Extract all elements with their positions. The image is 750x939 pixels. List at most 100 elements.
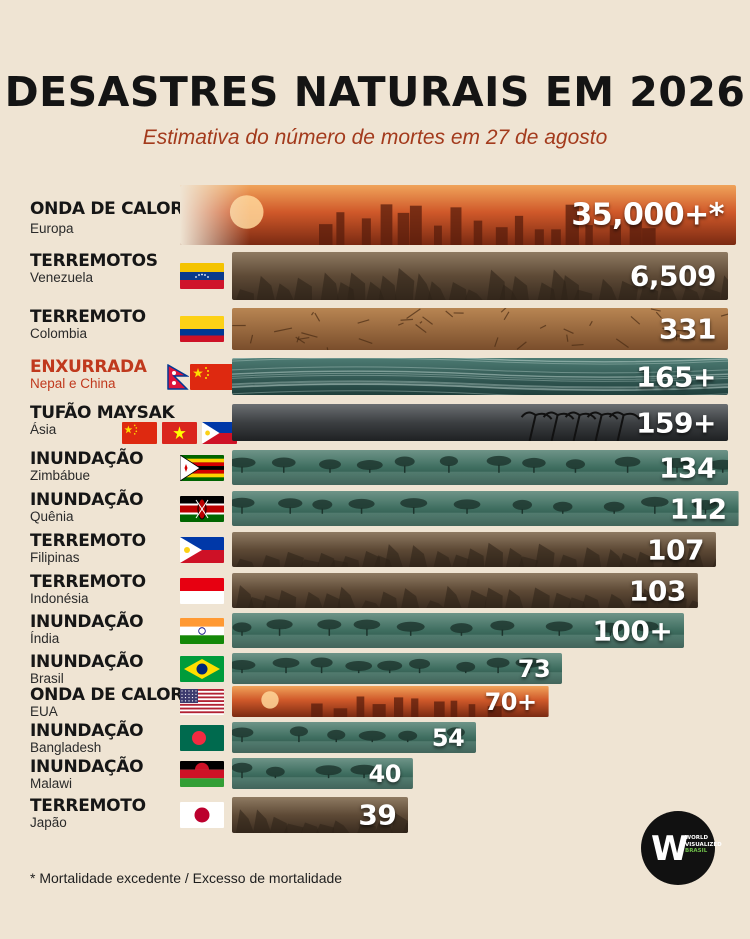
bar-value-label: 39: [358, 798, 397, 832]
disaster-type-label: INUNDAÇÃO: [30, 721, 144, 741]
disaster-type-label: INUNDAÇÃO: [30, 757, 144, 777]
bar-value-label: 134: [659, 451, 716, 484]
bar: 39: [232, 797, 409, 833]
bar-texture: [232, 686, 549, 717]
logo-line-1: WORLD: [685, 835, 709, 841]
location-label: Bangladesh: [30, 740, 102, 755]
bar: 54: [232, 722, 477, 753]
flag-kenya-icon: [180, 495, 224, 522]
flag-philippines-icon: [202, 422, 237, 444]
chart-row: ONDA DE CALOR Europa 35,000+*: [0, 185, 750, 245]
disaster-type-label: ONDA DE CALOR: [30, 685, 184, 705]
page-title: DESASTRES NATURAIS EM 2026: [4, 68, 746, 116]
chart-row: ONDA DE CALOR EUA 70+: [0, 685, 750, 719]
location-label: Índia: [30, 631, 60, 646]
disaster-type-label: INUNDAÇÃO: [30, 449, 144, 469]
location-label: Filipinas: [30, 550, 80, 565]
bar-texture: [232, 722, 477, 753]
chart-row: INUNDAÇÃO Índia 100+: [0, 612, 750, 648]
disaster-type-label: INUNDAÇÃO: [30, 652, 144, 672]
flag-china-icon: [190, 363, 234, 390]
location-label: Colombia: [30, 326, 88, 341]
bar-value-label: 40: [368, 759, 402, 788]
bar: 103: [232, 573, 698, 608]
flag-brazil-icon: [180, 655, 224, 682]
location-label: EUA: [30, 704, 58, 719]
location-label: Europa: [30, 221, 74, 236]
disaster-type-label: INUNDAÇÃO: [30, 490, 144, 510]
bar: 165+: [232, 358, 728, 395]
chart-row: INUNDAÇÃO Quênia 112: [0, 490, 750, 526]
disaster-type-label: ENXURRADA: [30, 357, 147, 377]
bar-texture: [232, 308, 728, 350]
bar: 134: [232, 450, 728, 485]
logo-line-3: BRASIL: [685, 848, 708, 854]
location-label: Zimbábue: [30, 468, 91, 483]
flag-malawi-icon: [180, 760, 224, 787]
bar: 107: [232, 532, 716, 567]
location-label: Malawi: [30, 776, 73, 791]
location-label: Indonésia: [30, 591, 89, 606]
disaster-type-label: TERREMOTO: [30, 572, 146, 592]
chart-row: INUNDAÇÃO Brasil 73: [0, 652, 750, 686]
logo-line-2: VISUALIZED: [685, 841, 722, 848]
flag-japan-icon: [180, 802, 224, 828]
flag-colombia-icon: [180, 316, 224, 342]
chart-row: ENXURRADA Nepal e China 165+: [0, 357, 750, 395]
disaster-type-label: TERREMOTO: [30, 307, 146, 327]
flag-india-icon: [180, 617, 224, 644]
page-subtitle: Estimativa do número de mortes em 27 de …: [142, 126, 608, 149]
chart-row: TERREMOTO Indonésia 103: [0, 572, 750, 608]
location-label: Brasil: [30, 671, 64, 686]
bar: 159+: [232, 404, 728, 441]
bar-texture: [232, 613, 685, 648]
bar-texture: [232, 252, 728, 300]
flag-nepal-icon: [167, 363, 189, 390]
flag-philippines-icon: [180, 536, 224, 563]
bar-value-label: 35,000+*: [571, 197, 724, 233]
chart-row: INUNDAÇÃO Zimbábue 134: [0, 449, 750, 485]
bar-texture: [232, 491, 739, 526]
disaster-type-label: INUNDAÇÃO: [30, 612, 144, 632]
bar-texture: [180, 185, 736, 245]
bar-value-label: 70+: [484, 687, 538, 716]
flag-china-icon: [122, 422, 157, 444]
bar-texture: [232, 404, 728, 441]
bar: 35,000+*: [180, 185, 736, 245]
bar: 100+: [232, 613, 685, 648]
bar-fade: [180, 185, 250, 245]
bar-value-label: 331: [659, 312, 716, 346]
chart-row: TERREMOTO Filipinas 107: [0, 531, 750, 567]
bar-value-label: 100+: [592, 614, 673, 647]
flag-venezuela-icon: [180, 263, 224, 289]
disaster-type-label: ONDA DE CALOR: [30, 199, 184, 219]
location-label: Nepal e China: [30, 376, 116, 391]
disaster-type-label: TERREMOTO: [30, 796, 146, 816]
bar-value-label: 103: [628, 574, 686, 607]
flag-vietnam-icon: [162, 422, 197, 444]
bar: 70+: [232, 686, 549, 717]
location-label: Quênia: [30, 509, 74, 524]
flag-usa-icon: [180, 688, 224, 715]
chart-row: INUNDAÇÃO Bangladesh 54: [0, 721, 750, 755]
footnote: * Mortalidade excedente / Excesso de mor…: [30, 870, 343, 886]
disaster-type-label: TERREMOTO: [30, 531, 146, 551]
bar-value-label: 159+: [636, 406, 716, 439]
world-visualized-logo: W WORLD VISUALIZED BRASIL: [641, 811, 722, 885]
disaster-type-label: TERREMOTOS: [30, 251, 158, 271]
chart-row: TERREMOTO Japão 39: [0, 796, 750, 833]
bar-texture: [232, 450, 728, 485]
bar: 40: [232, 758, 413, 789]
bar-texture: [232, 532, 716, 567]
logo-text: WORLD VISUALIZED BRASIL: [685, 835, 722, 855]
bar-value-label: 107: [647, 533, 704, 566]
flag-zimbabwe-icon: [180, 454, 224, 481]
location-label: Japão: [30, 815, 67, 830]
logo-mark: W: [651, 829, 688, 869]
flag-indonesia-icon: [180, 577, 224, 604]
bar-texture: [232, 653, 563, 684]
bar: 112: [232, 491, 739, 526]
bar-value-label: 112: [669, 492, 727, 525]
bar: 73: [232, 653, 563, 684]
bar-value-label: 6,509: [629, 259, 717, 293]
